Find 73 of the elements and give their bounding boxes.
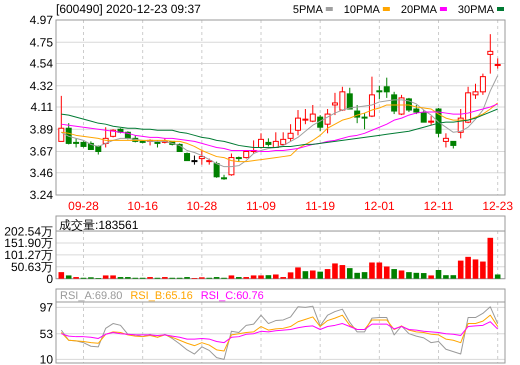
candlestick	[258, 132, 264, 149]
bar	[406, 272, 412, 279]
y-tick-label: 4.97	[30, 13, 54, 28]
y-tick-label: 3.46	[30, 166, 54, 180]
candlestick	[494, 58, 501, 70]
bar	[273, 274, 279, 279]
bar	[302, 271, 308, 279]
y-tick-label: 97	[40, 300, 54, 315]
x-tick-label: 11-19	[305, 199, 336, 213]
bar	[398, 270, 404, 279]
line-series	[60, 103, 498, 152]
line-series	[60, 108, 498, 148]
bar	[362, 272, 368, 279]
x-tick-label: 10-28	[186, 199, 218, 213]
candlestick	[214, 161, 220, 178]
bar	[487, 238, 494, 279]
legend-label: 10PMA	[344, 4, 381, 16]
line-series	[60, 321, 498, 344]
bar	[494, 274, 500, 279]
candlestick	[428, 116, 434, 126]
bar	[310, 270, 316, 279]
candlestick	[420, 110, 427, 123]
x-tick-label: 10-16	[127, 199, 158, 213]
legend-label: 5PMA	[292, 4, 324, 16]
y-tick-label: 4.32	[30, 78, 54, 93]
y-tick-label: 53	[40, 326, 54, 341]
text: RSI_C:60.76	[200, 290, 264, 302]
x-tick-label: 12-11	[424, 199, 454, 213]
text: RSI_A:69.80	[60, 290, 122, 302]
chart-title: 成交量:183561	[59, 218, 139, 232]
y-tick-label: 4.11	[30, 100, 54, 114]
x-tick-label: 12-23	[482, 199, 514, 213]
bar	[266, 275, 272, 279]
bar	[458, 260, 464, 279]
candlestick	[324, 108, 331, 134]
y-tick-label: 4.54	[30, 56, 54, 71]
candlestick	[198, 148, 205, 166]
bar	[384, 266, 390, 279]
y-tick-label: 4.75	[30, 35, 54, 50]
candlestick	[346, 87, 353, 110]
bar	[414, 272, 420, 279]
y-tick-label: 10	[40, 352, 54, 365]
candlestick	[58, 95, 64, 142]
text: RSI_B:65.16	[130, 290, 193, 302]
bar	[420, 273, 427, 279]
candlestick	[487, 34, 494, 74]
y-tick-label: 50.63万	[10, 260, 53, 274]
candlestick	[288, 124, 294, 142]
legend-label: 30PMA	[458, 4, 495, 16]
y-tick-label: 3.24	[30, 188, 54, 202]
x-tick-label: 09-28	[68, 199, 100, 213]
y-tick-label: 151.90万	[4, 236, 53, 250]
bar	[317, 272, 323, 279]
bar	[391, 269, 397, 279]
chart-title: [600490] 2020-12-23 09:37	[56, 2, 202, 16]
bar	[354, 272, 360, 279]
x-tick-label: 12-01	[364, 199, 396, 213]
y-tick-label: 202.54万	[4, 224, 53, 238]
candlestick	[442, 132, 449, 148]
bar	[450, 275, 456, 279]
candlestick	[191, 155, 198, 166]
bar	[346, 268, 353, 279]
bar	[58, 272, 64, 279]
line-series	[60, 314, 498, 352]
line-series	[60, 306, 498, 360]
legend-label: 20PMA	[400, 4, 438, 16]
x-tick-label: 11-09	[246, 199, 276, 213]
candlestick	[317, 114, 324, 132]
y-tick-label: 0	[46, 272, 54, 286]
candlestick	[368, 76, 375, 118]
y-tick-label: 101.27万	[4, 248, 53, 262]
y-tick-label: 3.67	[30, 144, 54, 159]
y-tick-label: 3.89	[30, 122, 54, 136]
